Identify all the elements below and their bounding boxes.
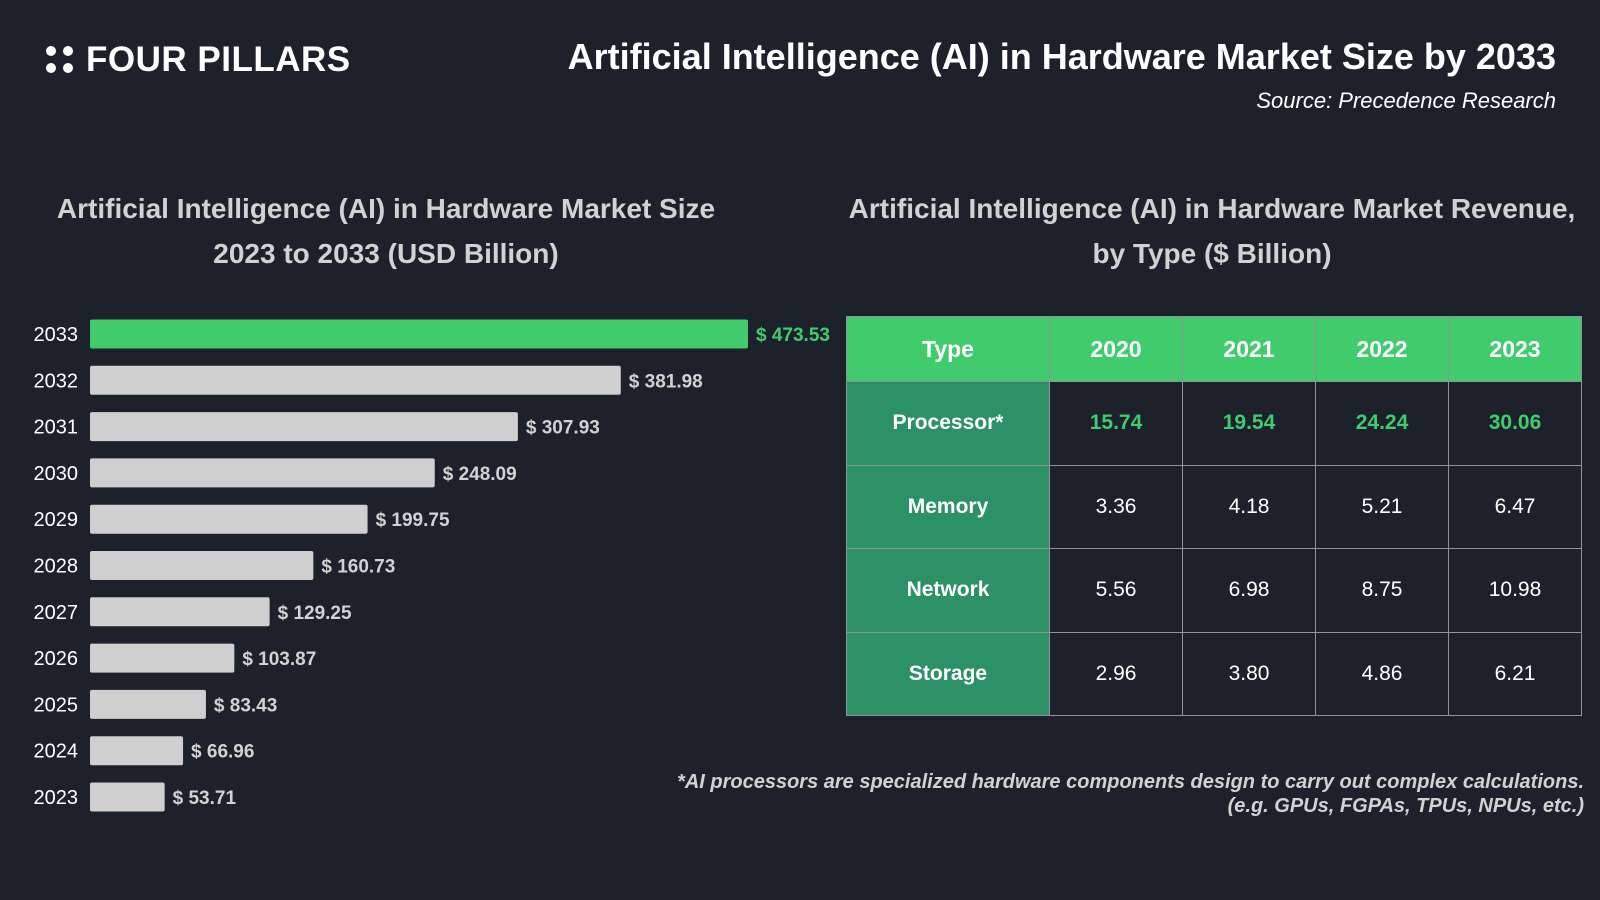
- table-title-line2: by Type ($ Billion): [1092, 238, 1332, 269]
- value-cell: 10.98: [1448, 548, 1582, 633]
- header-2022: 2022: [1315, 316, 1449, 382]
- header-2023: 2023: [1448, 316, 1582, 382]
- table-title-line1: Artificial Intelligence (AI) in Hardware…: [848, 193, 1576, 224]
- four-dots-icon: [46, 46, 74, 74]
- data-label: $ 160.73: [321, 557, 395, 578]
- value-cell: 8.75: [1315, 548, 1449, 633]
- bar-2025: [90, 689, 206, 719]
- value-cell: 3.80: [1182, 631, 1316, 716]
- brand-logo: FOUR PILLARS: [46, 40, 351, 80]
- data-label: $ 129.25: [278, 603, 352, 624]
- value-cell: 30.06: [1448, 381, 1582, 466]
- bar-2032: [90, 365, 621, 395]
- data-label: $ 473.53: [756, 325, 830, 346]
- table-row-memory: Memory 3.36 4.18 5.21 6.47: [846, 464, 1582, 549]
- value-cell: 24.24: [1315, 381, 1449, 466]
- footnote: *AI processors are specialized hardware …: [677, 770, 1584, 818]
- type-cell: Network: [846, 548, 1050, 633]
- chart-title: Artificial Intelligence (AI) in Hardware…: [30, 186, 742, 276]
- bar-2023: [90, 782, 165, 812]
- table-row-network: Network 5.56 6.98 8.75 10.98: [846, 548, 1582, 633]
- type-cell: Storage: [846, 631, 1050, 716]
- y-tick-label: 2031: [34, 417, 79, 439]
- market-size-bar-chart: 2033 $ 473.53 2032 $ 381.98 2031 $ 307.93 2030…: [34, 319, 830, 812]
- value-cell: 5.21: [1315, 464, 1449, 549]
- data-label: $ 103.87: [242, 649, 316, 670]
- y-tick-label: 2026: [34, 648, 79, 670]
- header-2020: 2020: [1049, 316, 1183, 382]
- data-label: $ 66.96: [191, 742, 254, 763]
- revenue-by-type-table: Type 2020 2021 2022 2023 Processor* 15.7…: [846, 316, 1582, 716]
- chart-title-line1: Artificial Intelligence (AI) in Hardware…: [56, 193, 716, 224]
- bar-2029: [90, 504, 368, 534]
- value-cell: 15.74: [1049, 381, 1183, 466]
- bar-2028: [90, 551, 314, 580]
- value-cell: 6.47: [1448, 464, 1582, 549]
- data-label: $ 199.75: [376, 510, 450, 531]
- bar-2030: [90, 458, 435, 488]
- source-note: Source: Precedence Research: [1256, 88, 1556, 113]
- y-tick-label: 2023: [34, 787, 79, 809]
- table-header-row: Type 2020 2021 2022 2023: [846, 316, 1582, 382]
- value-cell: 5.56: [1049, 548, 1183, 633]
- bar-2033: [90, 319, 748, 349]
- y-tick-label: 2025: [34, 694, 79, 716]
- page-title: Artificial Intelligence (AI) in Hardware…: [567, 36, 1556, 77]
- data-label: $ 53.71: [173, 788, 237, 809]
- footnote-line1: *AI processors are specialized hardware …: [677, 771, 1584, 793]
- table-row-storage: Storage 2.96 3.80 4.86 6.21: [846, 631, 1582, 716]
- chart-title-line2: 2023 to 2033 (USD Billion): [213, 238, 559, 269]
- y-tick-label: 2027: [34, 602, 79, 624]
- table-title: Artificial Intelligence (AI) in Hardware…: [832, 186, 1592, 276]
- value-cell: 3.36: [1049, 464, 1183, 549]
- bar-2031: [90, 412, 518, 442]
- y-tick-label: 2029: [34, 509, 79, 531]
- value-cell: 19.54: [1182, 381, 1316, 466]
- value-cell: 6.21: [1448, 631, 1582, 716]
- y-tick-label: 2028: [34, 556, 79, 578]
- data-label: $ 83.43: [214, 695, 277, 716]
- type-cell: Processor*: [846, 381, 1050, 466]
- bar-2024: [90, 736, 184, 766]
- header-type: Type: [846, 316, 1050, 382]
- y-tick-label: 2024: [34, 741, 79, 763]
- y-tick-label: 2032: [34, 370, 79, 392]
- type-cell: Memory: [846, 464, 1050, 549]
- data-label: $ 307.93: [526, 418, 600, 439]
- value-cell: 2.96: [1049, 631, 1183, 716]
- header-2021: 2021: [1182, 316, 1316, 382]
- value-cell: 4.18: [1182, 464, 1316, 549]
- value-cell: 4.86: [1315, 631, 1449, 716]
- bar-2026: [90, 643, 235, 673]
- data-label: $ 381.98: [629, 371, 703, 392]
- bar-2027: [90, 597, 270, 627]
- y-tick-label: 2030: [34, 463, 79, 485]
- footnote-line2: (e.g. GPUs, FGPAs, TPUs, NPUs, etc.): [1227, 795, 1584, 817]
- brand-name: FOUR PILLARS: [86, 40, 351, 79]
- table-row-processor: Processor* 15.74 19.54 24.24 30.06: [846, 381, 1582, 466]
- data-label: $ 248.09: [443, 464, 517, 485]
- value-cell: 6.98: [1182, 548, 1316, 633]
- y-tick-label: 2033: [34, 324, 79, 346]
